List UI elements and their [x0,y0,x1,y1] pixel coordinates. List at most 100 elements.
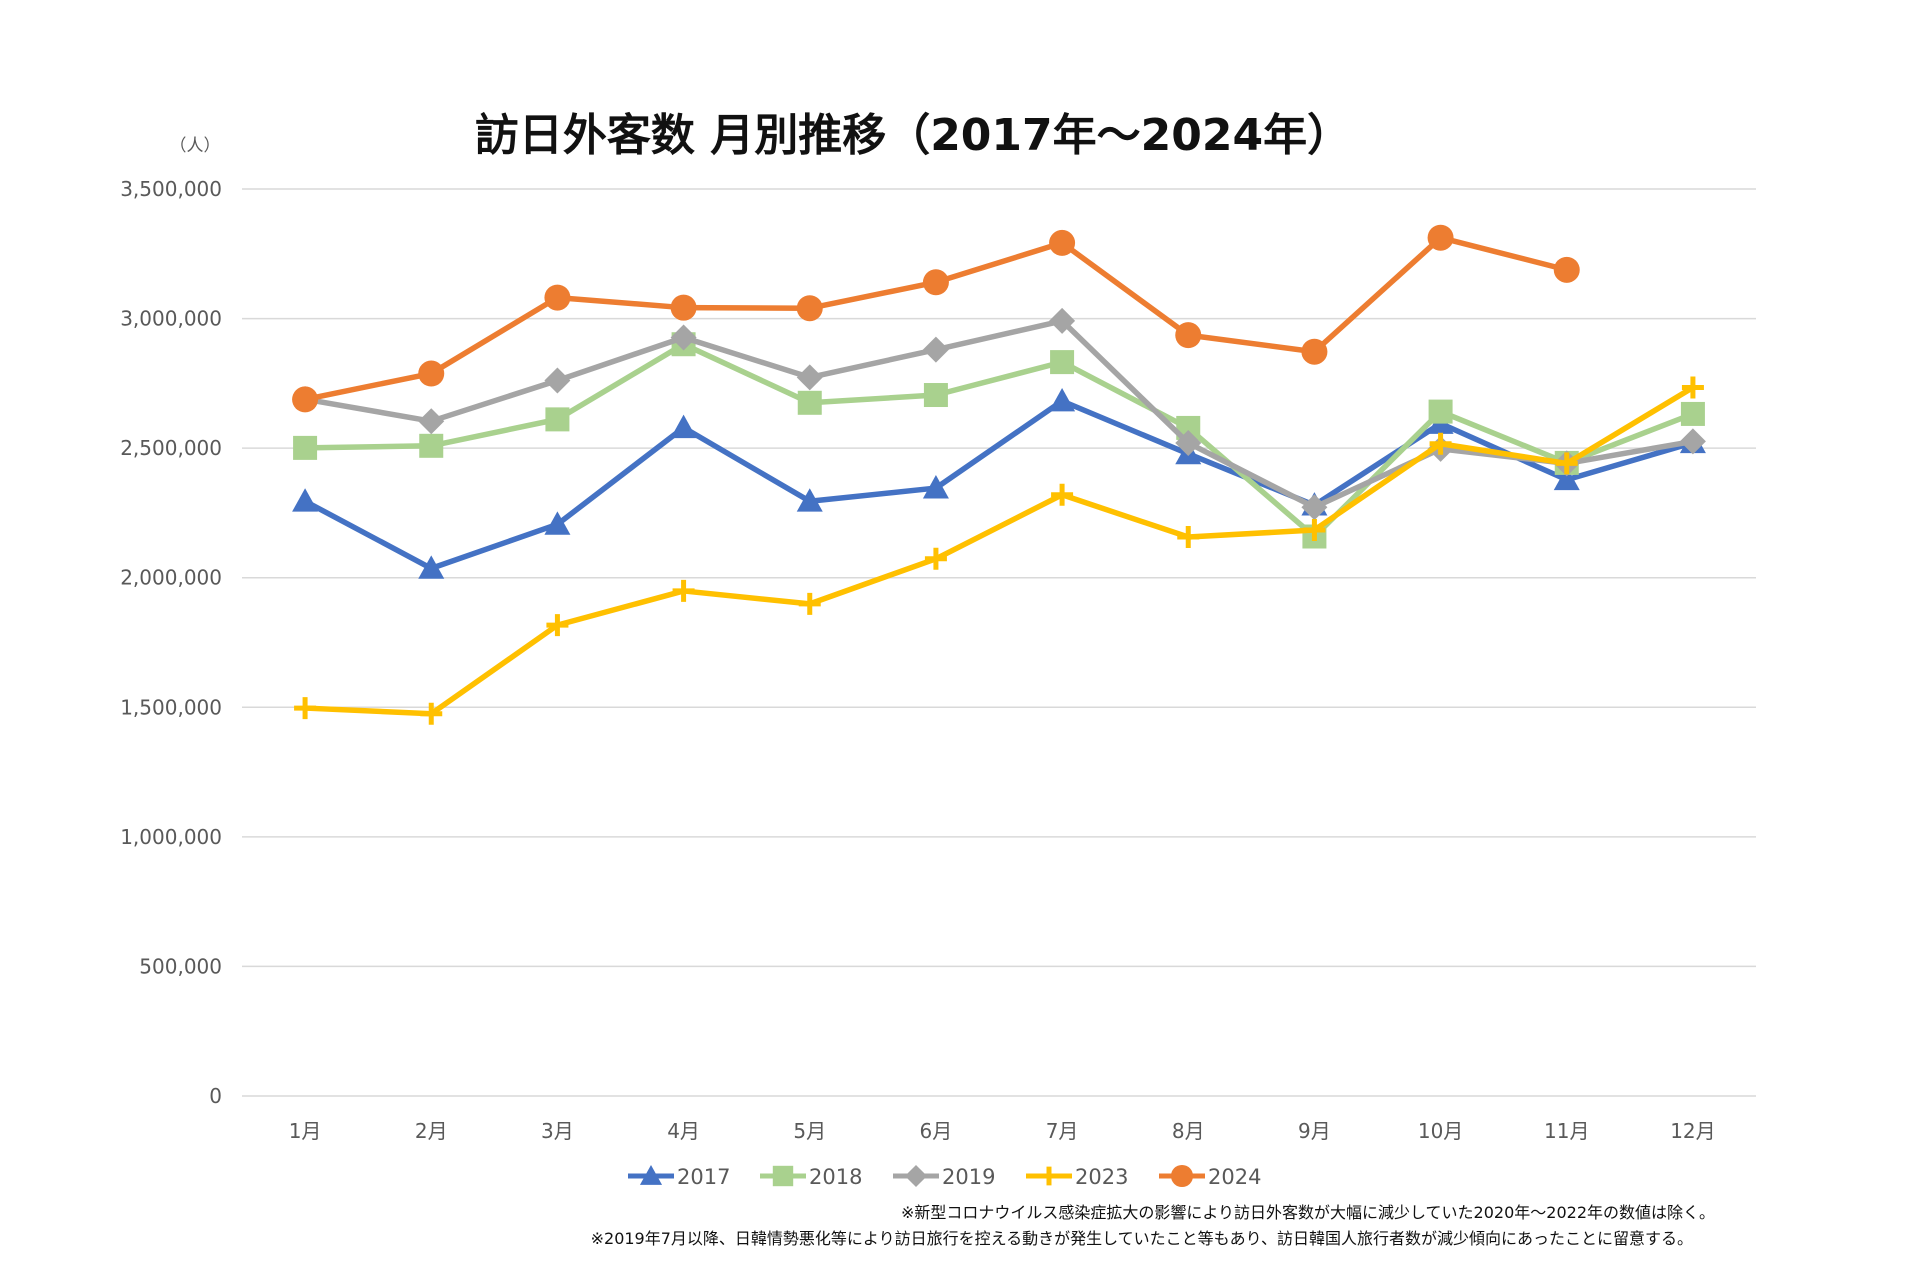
legend-label: 2019 [942,1165,995,1189]
data-point [1428,399,1453,424]
series-2019 [292,307,1706,521]
series-2024 [292,224,1580,413]
data-point [922,269,949,296]
x-tick-label: 1月 [289,1119,322,1143]
data-point [292,488,319,512]
y-tick-label: 3,000,000 [120,307,222,331]
legend-item-2017: 2017 [628,1164,730,1189]
data-point [292,386,319,413]
data-point [1555,452,1578,475]
x-tick-label: 5月 [793,1119,826,1143]
data-point [418,360,445,387]
data-point [1049,307,1076,334]
y-tick-label: 500,000 [139,954,222,978]
series-2018 [293,332,1705,549]
y-tick-label: 0 [209,1084,222,1108]
x-tick-label: 8月 [1172,1119,1205,1143]
data-point [546,614,569,637]
data-point [419,433,444,458]
legend-item-2018: 2018 [760,1165,862,1189]
y-tick-labels: 0 500,000 1,000,000 1,500,000 2,000,000 2,500… [120,177,222,1108]
data-point [923,383,948,408]
data-point [904,1164,928,1188]
chart-title: 訪日外客数 月別推移（2017年～2024年） [475,110,1351,161]
data-point [639,1164,663,1185]
y-tick-label: 2,000,000 [120,566,222,590]
x-tick-label: 9月 [1298,1119,1331,1143]
legend-item-2024: 2024 [1159,1164,1261,1189]
series-line [305,341,1694,540]
data-point [796,364,823,391]
data-point [544,511,571,535]
legend: 2017 2018 2019 2023 2024 [628,1164,1261,1189]
y-axis-label: （人） [170,136,221,156]
data-point [1050,350,1075,375]
series-lines [292,224,1706,725]
footnote-1: ※新型コロナウイルス感染症拡大の影響により訪日外客数が大幅に減少していた2020… [901,1203,1715,1222]
data-point [544,367,571,394]
data-point [796,295,823,322]
data-point [418,555,445,579]
y-tick-label: 1,000,000 [120,825,222,849]
data-point [1427,224,1454,251]
legend-item-2019: 2019 [893,1164,995,1189]
data-point [1175,429,1202,456]
data-point [1680,401,1705,426]
data-point [293,435,318,460]
y-tick-label: 3,500,000 [120,177,222,201]
data-point [1170,1164,1194,1188]
x-tick-label: 12月 [1670,1119,1715,1143]
data-point [1049,387,1076,412]
y-tick-label: 2,500,000 [120,436,222,460]
series-line [303,398,1694,572]
x-tick-label: 6月 [920,1119,953,1143]
data-point [670,324,697,351]
data-point [1039,1166,1059,1186]
data-point [798,592,821,615]
data-point [1553,466,1580,491]
data-point [796,488,823,512]
series-2023 [294,376,1704,725]
footnote-2: ※2019年7月以降、日韓情勢悪化等により訪日旅行を控える動きが発生していたこと… [591,1229,1693,1248]
legend-label: 2024 [1208,1165,1261,1189]
data-point [1301,338,1328,365]
data-point [544,284,571,311]
data-point [772,1165,794,1187]
data-point [924,547,947,570]
data-point [922,475,949,499]
data-point [420,702,443,725]
legend-label: 2018 [809,1165,862,1189]
data-point [1553,256,1580,283]
data-point [418,408,445,435]
data-point [1303,519,1326,542]
data-point [1681,376,1704,399]
x-tick-label: 10月 [1418,1119,1463,1143]
data-point [1679,428,1706,455]
gridlines [242,188,1756,1097]
x-tick-labels: 1月 2月 3月 4月 5月 6月 7月 8月 9月 10月 11月 12月 [289,1119,1716,1143]
series-2017 [292,387,1706,579]
data-point [797,390,822,415]
x-tick-label: 2月 [415,1119,448,1143]
data-point [294,697,317,720]
data-point [922,336,949,363]
data-point [1049,229,1076,256]
data-point [670,414,697,439]
data-point [545,407,570,432]
data-point [1051,483,1074,506]
data-point [1177,526,1200,549]
data-point [670,294,697,321]
data-point [672,579,695,602]
legend-label: 2017 [677,1165,730,1189]
data-point [1175,322,1202,349]
data-point [1429,432,1452,455]
x-tick-label: 7月 [1046,1119,1079,1143]
y-tick-label: 1,500,000 [120,695,222,719]
x-tick-label: 3月 [541,1119,574,1143]
series-line [304,318,1694,510]
series-line [304,385,1695,717]
legend-label: 2023 [1075,1165,1128,1189]
legend-item-2023: 2023 [1026,1165,1128,1189]
